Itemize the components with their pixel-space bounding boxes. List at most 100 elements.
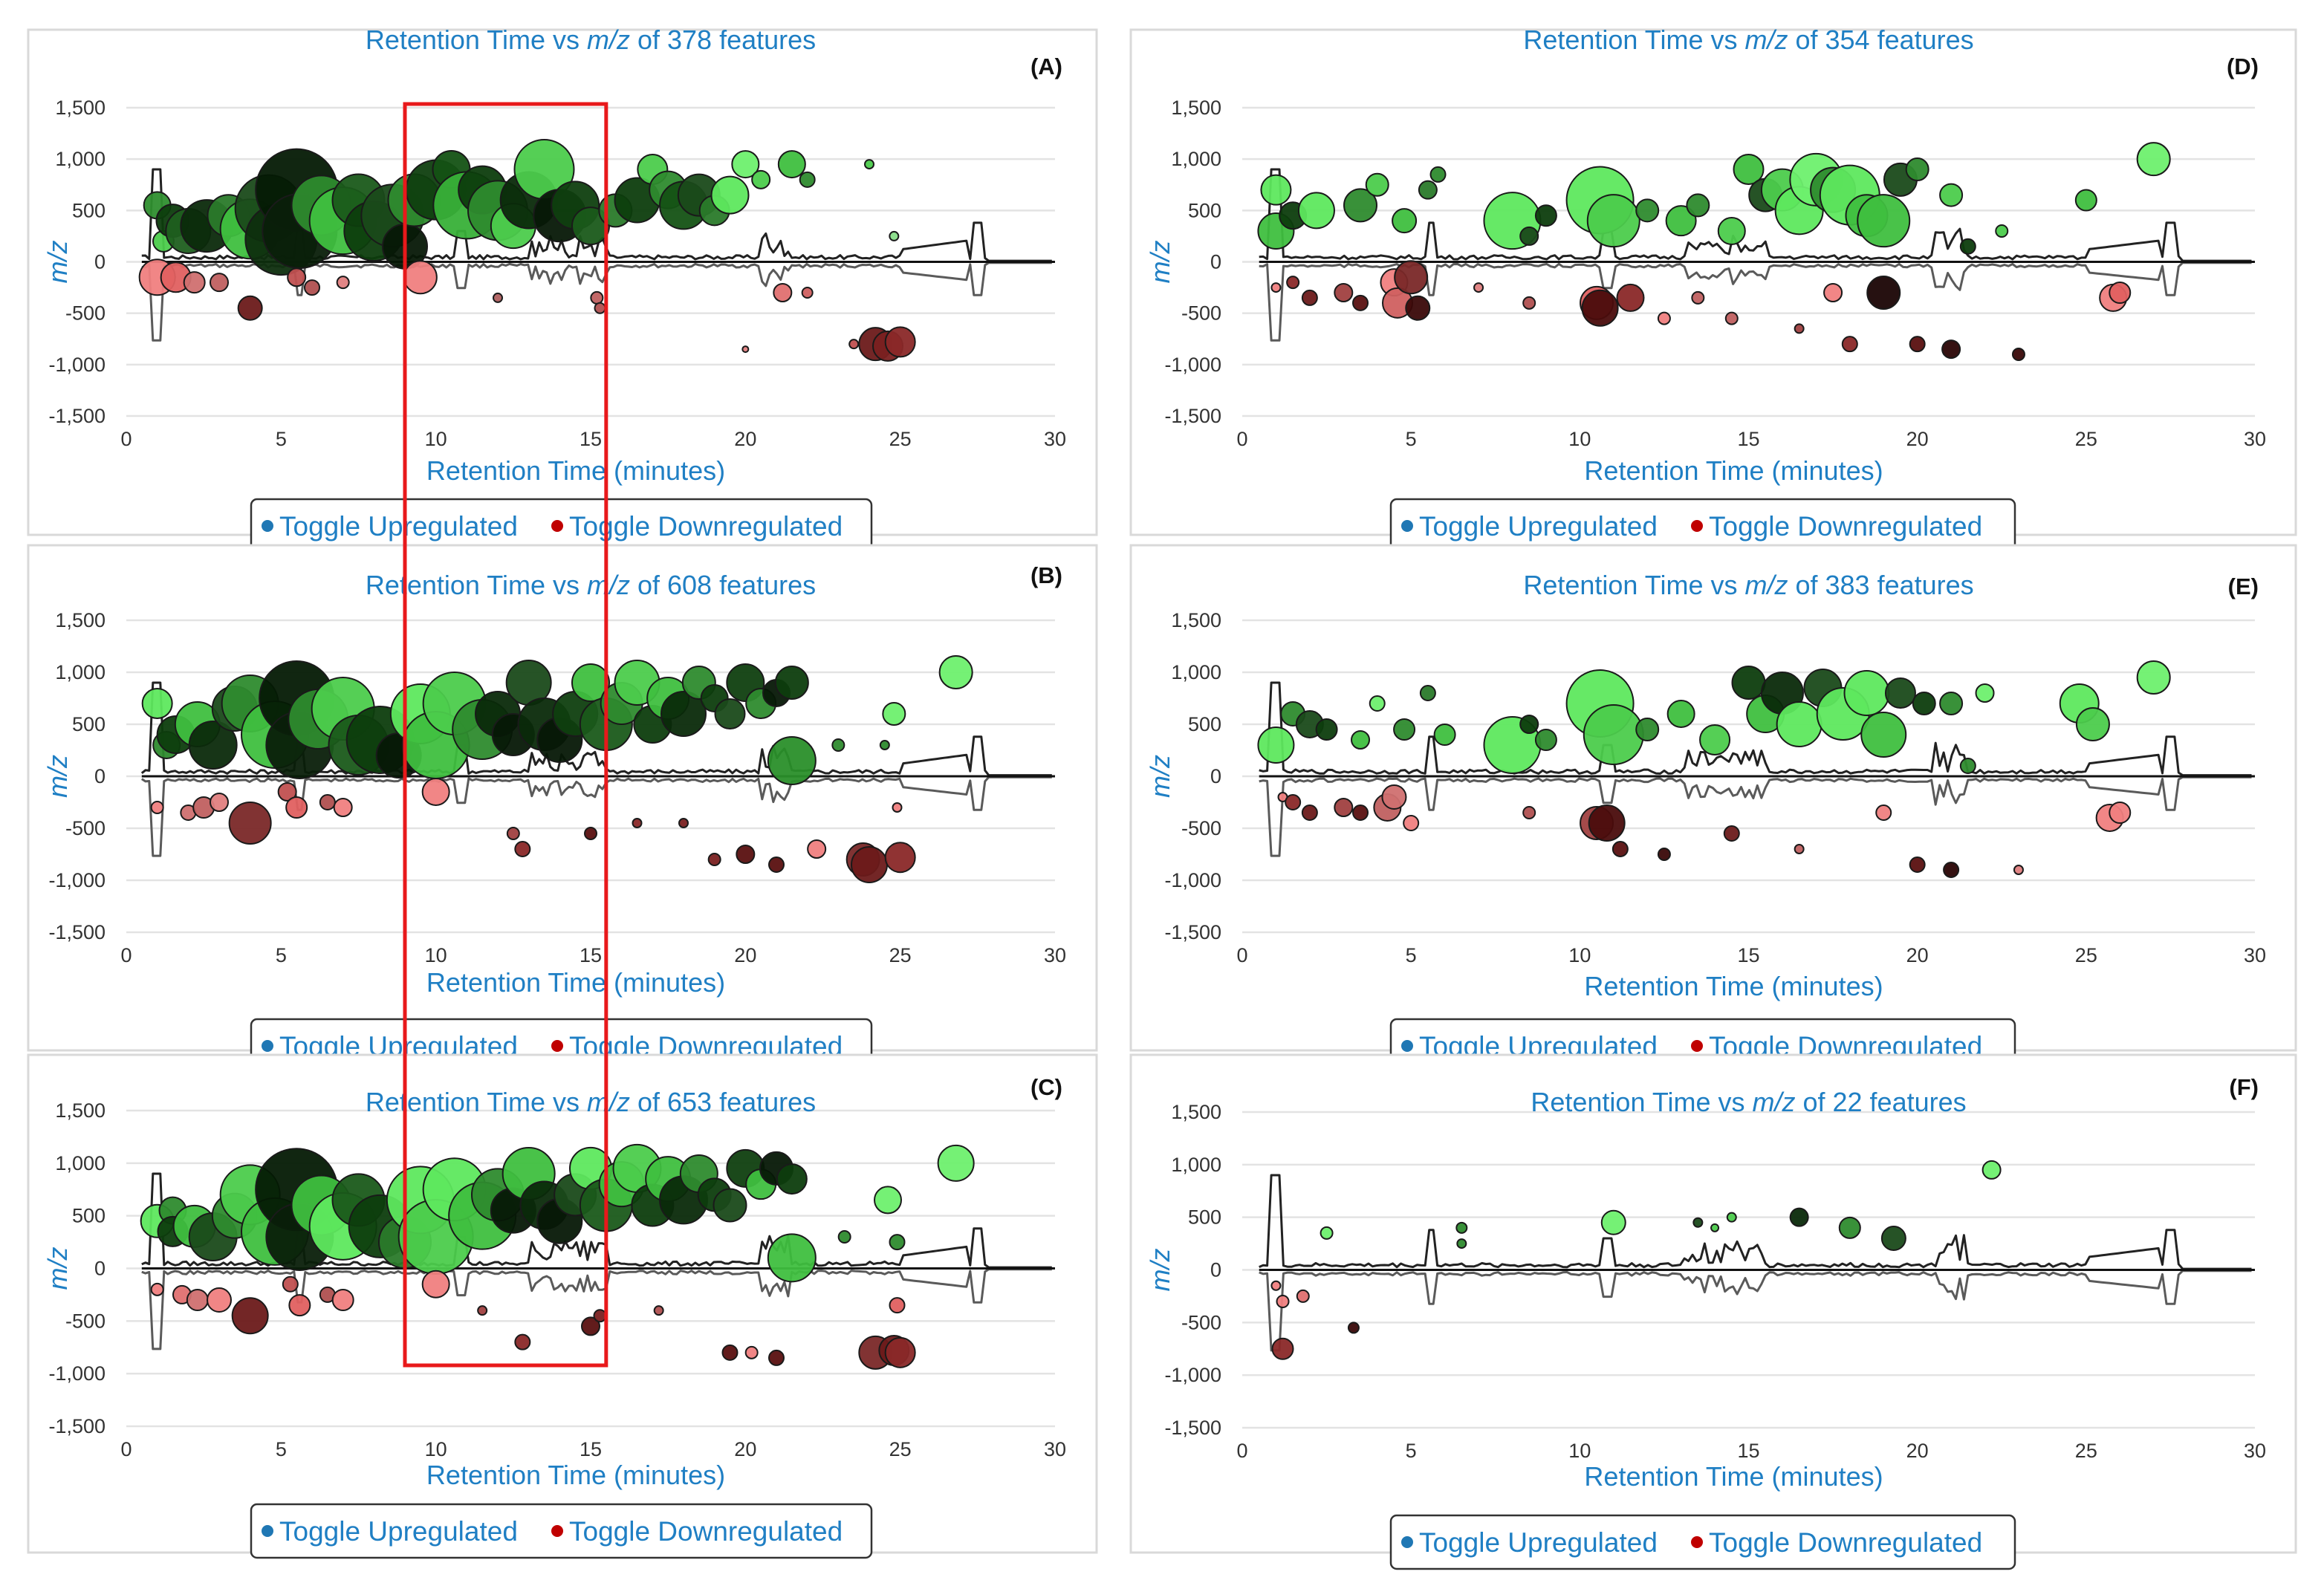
bubble-up xyxy=(1419,685,1436,701)
bubble-down xyxy=(1296,1289,1310,1303)
legend-down-label[interactable]: Toggle Downregulated xyxy=(569,511,843,542)
bubble-down xyxy=(1381,784,1407,810)
chart-title-prefix: Retention Time vs xyxy=(366,1087,587,1117)
bubble-down xyxy=(1611,841,1629,857)
bubble-down xyxy=(884,842,916,874)
legend-down-marker[interactable] xyxy=(551,1525,563,1537)
legend-up-marker[interactable] xyxy=(262,1040,273,1052)
bubble-down xyxy=(1794,844,1805,854)
series-downregulated xyxy=(138,259,916,362)
bubble-up xyxy=(731,150,760,179)
bubble-down xyxy=(1271,1337,1294,1360)
y-tick-label: -1,500 xyxy=(48,1415,106,1437)
bubble-down xyxy=(678,818,689,828)
legend-up-label[interactable]: Toggle Upregulated xyxy=(1419,1527,1658,1558)
y-tick-label: 1,000 xyxy=(1171,148,1221,170)
bubble-up xyxy=(1665,205,1697,237)
bubble-down xyxy=(1581,289,1619,327)
legend-down-marker[interactable] xyxy=(551,520,563,532)
bubble-up xyxy=(767,1233,817,1283)
bubble-up xyxy=(1959,758,1976,774)
legend-down-marker[interactable] xyxy=(551,1040,563,1052)
x-tick-label: 25 xyxy=(2075,428,2097,450)
bubble-up xyxy=(1995,224,2009,238)
legend-up-marker[interactable] xyxy=(1401,1536,1413,1548)
y-tick-label: 1,500 xyxy=(1171,97,1221,119)
legend-up-marker[interactable] xyxy=(262,1525,273,1537)
legend-up-label[interactable]: Toggle Upregulated xyxy=(1419,511,1658,542)
bubble-down xyxy=(892,802,903,813)
bubble-up xyxy=(1717,217,1746,245)
chromatogram-trace-negative xyxy=(1259,776,2252,857)
bubble-up xyxy=(1884,677,1916,709)
bubble-down xyxy=(884,326,916,358)
legend-up-marker[interactable] xyxy=(1401,1040,1413,1052)
bubble-up xyxy=(1710,1223,1720,1232)
y-tick-label: -1,500 xyxy=(48,405,106,427)
legend-down-marker[interactable] xyxy=(1691,1040,1703,1052)
bubble-down xyxy=(884,1336,916,1368)
bubble-down xyxy=(736,845,756,864)
legend-down-marker[interactable] xyxy=(1691,1536,1703,1548)
bubble-up xyxy=(1519,715,1539,734)
bubble-up xyxy=(837,1230,851,1244)
bubble-up xyxy=(937,1144,975,1182)
y-tick-label: -500 xyxy=(65,1310,106,1332)
bubble-down xyxy=(285,796,308,819)
x-tick-label: 30 xyxy=(1044,1438,1066,1460)
bubble-down xyxy=(593,1309,607,1323)
legend-down-marker[interactable] xyxy=(1691,520,1703,532)
y-axis-title: m/z xyxy=(42,1247,73,1290)
bubble-up xyxy=(938,655,973,689)
bubble-down xyxy=(590,290,604,305)
bubble-down xyxy=(653,1305,664,1316)
bubble-down xyxy=(183,271,206,294)
panel-letter: (F) xyxy=(2229,1074,2259,1100)
x-tick-label: 25 xyxy=(2075,944,2097,966)
y-tick-label: -1,000 xyxy=(48,354,106,376)
y-tick-label: 1,500 xyxy=(1171,609,1221,631)
legend-down-label[interactable]: Toggle Downregulated xyxy=(1709,1527,1982,1558)
y-tick-label: 500 xyxy=(72,1205,106,1227)
series-downregulated xyxy=(1270,1280,1360,1360)
chart-panel-b: 1,500 1,000 500 0 -500 -1,000 -1,500 0 5 10 15 20 25… xyxy=(27,544,1098,1074)
bubble-down xyxy=(744,1345,759,1359)
bubble-up xyxy=(141,688,173,719)
bubble-down xyxy=(421,1270,450,1298)
bubble-up xyxy=(776,1163,808,1195)
chart-title: Retention Time vs m/z of 378 features xyxy=(366,25,816,55)
chart-title: Retention Time vs m/z of 22 features xyxy=(1531,1087,1966,1117)
legend-down-label[interactable]: Toggle Downregulated xyxy=(569,1516,843,1547)
series-upregulated xyxy=(1320,1160,2002,1251)
bubble-up xyxy=(1905,157,1929,181)
y-tick-label: -1,000 xyxy=(1164,869,1221,891)
y-tick-label: -1,000 xyxy=(1164,1364,1221,1386)
bubble-up xyxy=(1726,1212,1737,1223)
legend-up-marker[interactable] xyxy=(1401,520,1413,532)
series-downregulated xyxy=(150,778,916,883)
bubble-down xyxy=(1405,295,1431,321)
series-upregulated xyxy=(1257,660,2171,774)
series-downregulated xyxy=(150,1270,916,1370)
x-tick-label: 20 xyxy=(734,1438,756,1460)
panel-letter: (D) xyxy=(2227,53,2259,79)
bubble-down xyxy=(581,1316,600,1336)
panel-frame xyxy=(1129,544,2297,1052)
x-tick-label: 0 xyxy=(120,428,132,450)
bubble-down xyxy=(1473,282,1484,293)
bubble-up xyxy=(1534,204,1557,227)
legend-down-label[interactable]: Toggle Downregulated xyxy=(1709,511,1982,542)
x-tick-label: 0 xyxy=(120,944,132,966)
x-tick-label: 5 xyxy=(276,1438,287,1460)
x-tick-label: 10 xyxy=(425,944,447,966)
bubble-down xyxy=(207,1287,232,1313)
bubble-up xyxy=(1939,183,1964,207)
legend-up-label[interactable]: Toggle Upregulated xyxy=(279,1516,518,1547)
legend-up-label[interactable]: Toggle Upregulated xyxy=(279,511,518,542)
bubble-down xyxy=(1394,260,1429,295)
bubble-down xyxy=(801,287,814,299)
chromatogram-trace-negative xyxy=(1259,1270,2252,1352)
legend-up-marker[interactable] xyxy=(262,520,273,532)
bubble-down xyxy=(1334,798,1354,817)
